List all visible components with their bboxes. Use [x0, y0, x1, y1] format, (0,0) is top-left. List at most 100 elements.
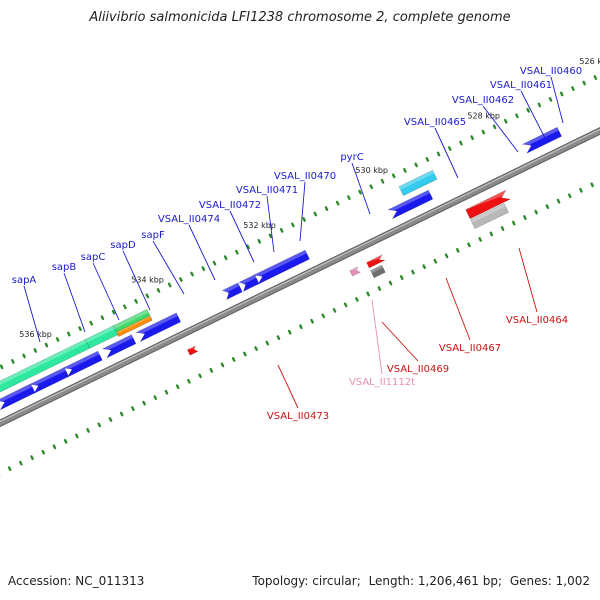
leader-line [23, 285, 41, 343]
gene-label-group: VSAL_II0470 [274, 171, 336, 242]
tick-mark [156, 288, 161, 293]
leader-line [434, 127, 459, 179]
tick-mark [145, 293, 150, 299]
forward-cds [221, 282, 243, 301]
leader-line [277, 364, 299, 409]
tick-mark [287, 329, 292, 335]
tick-mark [545, 204, 550, 210]
tick-mark [579, 187, 583, 193]
tick-mark [500, 226, 505, 231]
gene-label-group: VSAL_II0461 [490, 80, 552, 139]
tick-mark [201, 266, 206, 271]
gene-label: sapD [110, 240, 136, 251]
map-title: Aliivibrio salmonicida LFI1238 chromosom… [89, 10, 511, 25]
genome-summary: Topology: circular; Length: 1,206,461 bp… [252, 574, 590, 588]
grey-feature [370, 264, 386, 279]
tick-mark [526, 107, 530, 113]
gene-label: VSAL_II0471 [236, 185, 298, 196]
tick-mark [324, 206, 329, 212]
tick-mark [89, 320, 94, 326]
gene-label-group: sapB [52, 262, 86, 333]
tick-mark [257, 238, 262, 244]
tick-mark [347, 195, 351, 201]
tick-mark [313, 211, 318, 217]
gene-label: sapB [52, 262, 77, 273]
tick-mark [123, 304, 127, 310]
gene-label: VSAL_II0460 [520, 66, 582, 77]
tick-mark [414, 162, 418, 168]
tick-mark [142, 400, 146, 406]
tick-mark [212, 260, 217, 266]
tick-mark [481, 129, 486, 135]
tick-mark [568, 193, 572, 199]
tick-mark [343, 302, 348, 308]
gene-label: VSAL_II0462 [452, 95, 514, 106]
tick-mark [198, 373, 202, 379]
tick-mark [299, 324, 303, 330]
gene-label-group: VSAL_II0472 [199, 200, 261, 263]
length-value: 1,206,461 bp [417, 574, 498, 588]
tick-mark [108, 417, 113, 422]
tick-mark [335, 200, 340, 206]
tick-mark [265, 340, 270, 346]
tick-mark [310, 318, 314, 324]
tick-mark [243, 351, 247, 357]
accession-value: NC_011313 [75, 574, 145, 588]
genes-label: Genes: [509, 574, 552, 588]
tick-mark [209, 368, 214, 373]
gene-label: VSAL_II0465 [404, 117, 466, 128]
tick-mark [78, 326, 82, 331]
leader-line [122, 250, 151, 311]
tick-mark [100, 315, 105, 321]
gene-label: VSAL_II0474 [158, 214, 220, 225]
leader-line [351, 162, 371, 215]
tick-mark [86, 428, 90, 433]
tick-mark [523, 215, 527, 221]
tick-mark [153, 395, 158, 400]
tick-mark [377, 286, 382, 291]
gene-label-group: VSAL_II0462 [452, 95, 519, 153]
tick-mark [358, 189, 362, 195]
tick-mark [131, 406, 135, 411]
tick-mark [391, 173, 396, 179]
tick-mark [448, 146, 452, 151]
tick-mark [119, 411, 124, 417]
tick-mark [321, 313, 326, 319]
forward-cds [252, 249, 310, 285]
gene-label: VSAL_II0470 [274, 171, 336, 182]
leader-line [152, 240, 185, 295]
tick-mark [235, 249, 239, 255]
scale-label: 536 kbp [19, 330, 52, 339]
backbone-layer [0, 127, 600, 428]
gene-label: VSAL_II0467 [439, 343, 501, 354]
feature-sap-operon [0, 338, 91, 393]
tick-mark [411, 269, 415, 275]
grey-feature [470, 202, 509, 230]
tick-mark [179, 277, 183, 282]
tick-mark [512, 220, 516, 226]
gene-label: sapF [141, 230, 165, 241]
gene-label: VSAL_II0464 [506, 315, 568, 326]
tick-mark [560, 91, 564, 97]
gene-label-group: sapA [12, 275, 41, 343]
tick-mark [223, 255, 228, 261]
tick-mark [403, 167, 407, 173]
leader-line [92, 262, 120, 321]
tick-mark [11, 359, 15, 364]
tick-mark [164, 389, 169, 395]
reverse-cds [465, 189, 512, 220]
gene-label-group: VSAL_II1112t [349, 299, 415, 388]
tick-mark [422, 264, 426, 270]
scale-label: 532 kbp [243, 221, 276, 230]
gene-label: pyrC [340, 152, 363, 163]
top-tick-row [0, 75, 598, 370]
leader-line [63, 272, 86, 333]
gene-label-group: VSAL_II0474 [158, 214, 220, 281]
backbone-highlight [0, 128, 600, 423]
tick-mark [44, 342, 49, 348]
gene-label-group: VSAL_II0465 [404, 117, 466, 179]
tick-mark [537, 102, 542, 108]
forward-cds [62, 350, 103, 378]
tick-mark [492, 124, 497, 130]
leader-line [445, 277, 471, 341]
